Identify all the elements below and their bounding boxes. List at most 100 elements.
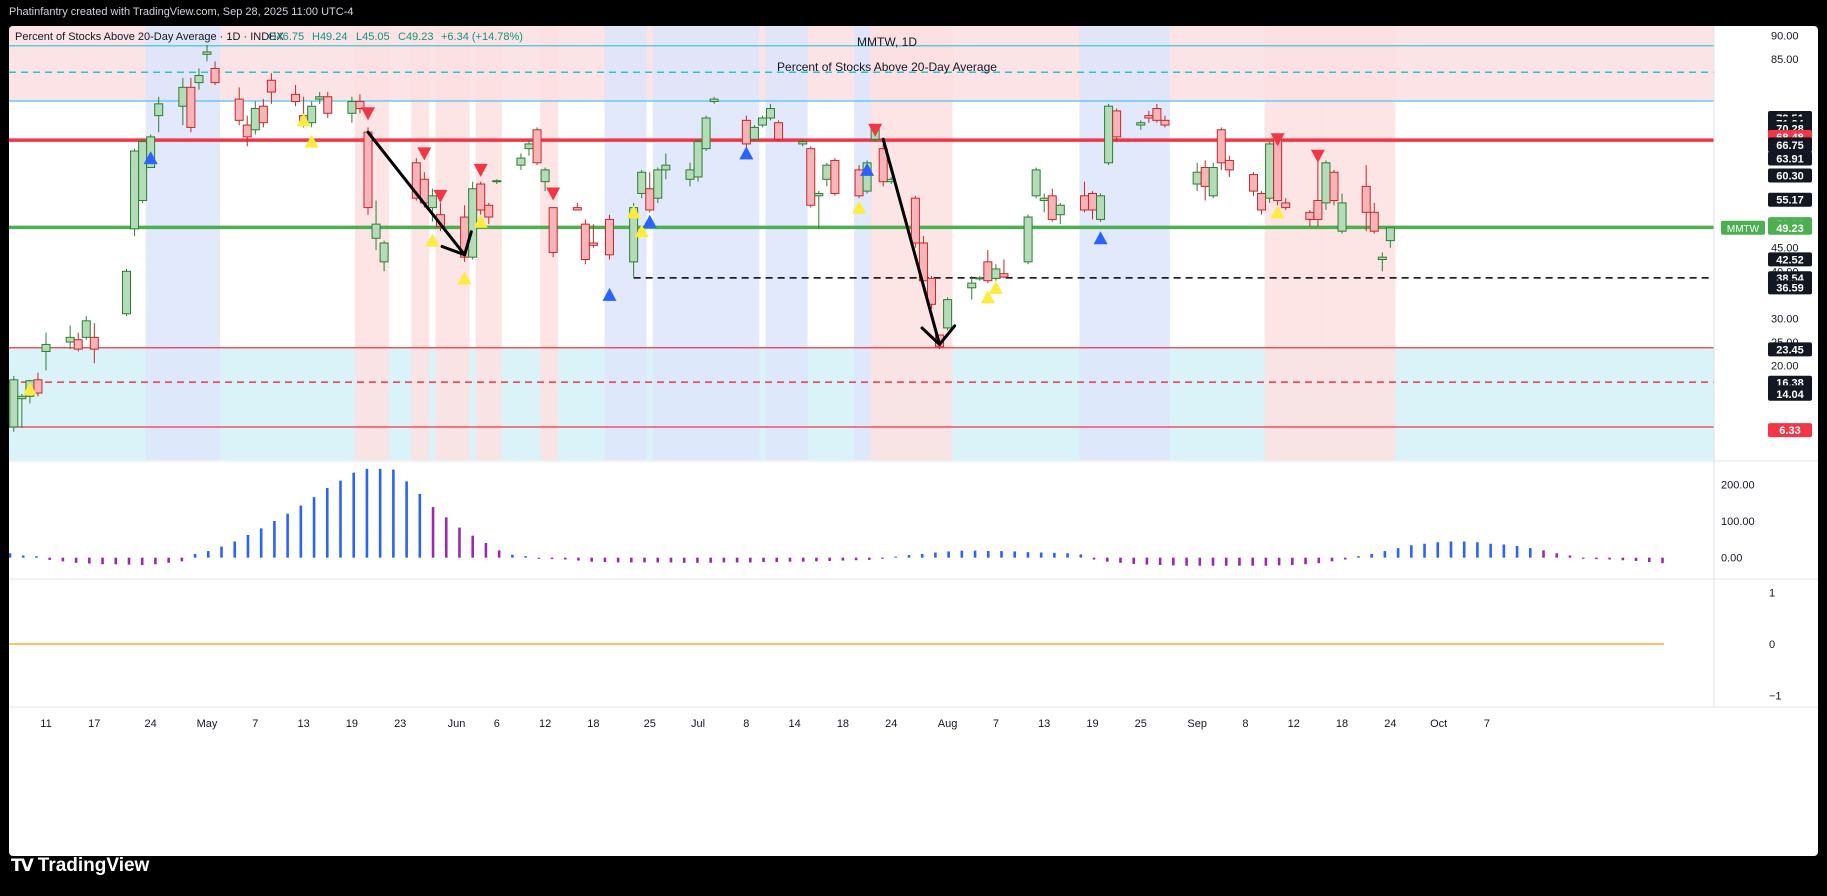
candle	[194, 68, 204, 90]
price-label-text: 23.45	[1776, 344, 1804, 356]
candle-body	[363, 131, 373, 209]
candle-body	[194, 75, 204, 84]
candle-body	[983, 261, 993, 282]
candle-body	[524, 143, 534, 150]
candle	[1377, 252, 1387, 272]
symbol-tag-bg	[1721, 220, 1765, 235]
candle	[1208, 162, 1218, 199]
candle	[1136, 120, 1146, 130]
signal-triangle-down	[546, 187, 561, 201]
candle-body	[1031, 169, 1041, 197]
arrow-head	[463, 230, 473, 257]
candle	[814, 191, 824, 229]
price-label-bg	[1768, 192, 1812, 207]
candle-body	[291, 93, 301, 102]
candle	[323, 92, 333, 118]
price-label-text: 70.28	[1776, 123, 1804, 135]
price-axis: 90.0085.0045.0040.0030.0025.0020.0072.51…	[9, 26, 1818, 708]
candle	[822, 162, 832, 187]
price-label: 42.52	[1768, 252, 1812, 267]
candle-body	[17, 395, 27, 400]
candle-body	[1144, 115, 1154, 119]
time-tick-label: 24	[145, 718, 157, 730]
highlight-zone-red	[1264, 26, 1323, 460]
candle-body	[1160, 119, 1170, 126]
signal-triangle-up	[852, 200, 867, 214]
time-tick-label: Jun	[448, 718, 466, 730]
candle	[540, 167, 550, 192]
signal-triangle-up	[626, 205, 641, 219]
candle-body	[862, 162, 872, 192]
legend-close: C49.23	[398, 31, 433, 43]
candle	[355, 94, 365, 114]
time-tick-label: 18	[1336, 718, 1348, 730]
highlight-zones	[145, 26, 1396, 460]
candle	[371, 200, 381, 251]
time-tick-label: 19	[1086, 718, 1098, 730]
arrow-shaft	[366, 130, 467, 257]
candle-body	[41, 343, 51, 353]
histogram-tick-label: 0.00	[1721, 553, 1742, 565]
signal-triangle-up	[988, 280, 1003, 294]
candle	[1200, 160, 1210, 201]
time-tick-label: 25	[1135, 718, 1147, 730]
signal-markers	[22, 107, 1325, 396]
tradingview-logo[interactable]: TV TradingView	[11, 855, 149, 877]
candle-body	[234, 98, 244, 121]
candle	[1257, 191, 1267, 215]
candle	[766, 103, 775, 121]
signal-triangle-up	[1093, 231, 1108, 245]
legend-low: L45.05	[356, 31, 390, 43]
time-tick-label: Aug	[938, 718, 958, 730]
candle	[991, 264, 1001, 281]
highlight-zone-blue	[652, 26, 760, 460]
price-label-bg	[1768, 151, 1812, 166]
time-tick-label: 12	[1288, 718, 1300, 730]
candle-body	[1265, 143, 1275, 199]
candle-body	[347, 100, 357, 114]
candle-body	[122, 270, 131, 315]
candle	[943, 297, 953, 331]
center-symbol: MMTW, 1D	[857, 35, 917, 49]
candle-body	[1337, 202, 1347, 232]
candle	[999, 259, 1009, 279]
candle	[17, 393, 27, 428]
candle-body	[1249, 174, 1258, 192]
candle-body	[1257, 192, 1267, 211]
price-label-text: 63.91	[1776, 154, 1804, 166]
candle-body	[1039, 197, 1049, 202]
candle-body	[1208, 167, 1218, 197]
candle-body	[548, 207, 558, 253]
time-tick-label: Jul	[691, 718, 705, 730]
candle	[910, 195, 920, 248]
candle-body	[89, 336, 99, 350]
candle-body	[1088, 192, 1097, 211]
candle	[250, 101, 260, 135]
symbol-tag-text: MMTW	[1727, 224, 1760, 235]
signal-triangle-up	[980, 290, 995, 304]
signal-triangle-up	[860, 162, 875, 176]
tradingview-logo-text: TradingView	[37, 855, 150, 876]
arrow-head	[938, 324, 957, 346]
candle	[1031, 167, 1041, 199]
time-tick-label: Sep	[1187, 718, 1207, 730]
candle	[983, 250, 993, 284]
candle-body	[130, 150, 140, 230]
candle	[1361, 165, 1371, 232]
candle	[806, 146, 816, 208]
signal-triangle-up	[602, 287, 617, 301]
price-label-bg	[1768, 280, 1812, 295]
candle-body	[492, 180, 502, 183]
candle	[1055, 202, 1065, 225]
time-tick-label: 8	[1242, 718, 1248, 730]
candle	[516, 153, 526, 170]
oscillator-pane: 1 0 −1	[9, 587, 1782, 703]
candle-body	[1055, 204, 1065, 216]
signal-triangle-up	[22, 382, 37, 396]
signal-triangle-up	[296, 113, 311, 127]
time-tick-label: 24	[1384, 718, 1396, 730]
candle	[210, 61, 220, 85]
candle	[122, 268, 131, 317]
